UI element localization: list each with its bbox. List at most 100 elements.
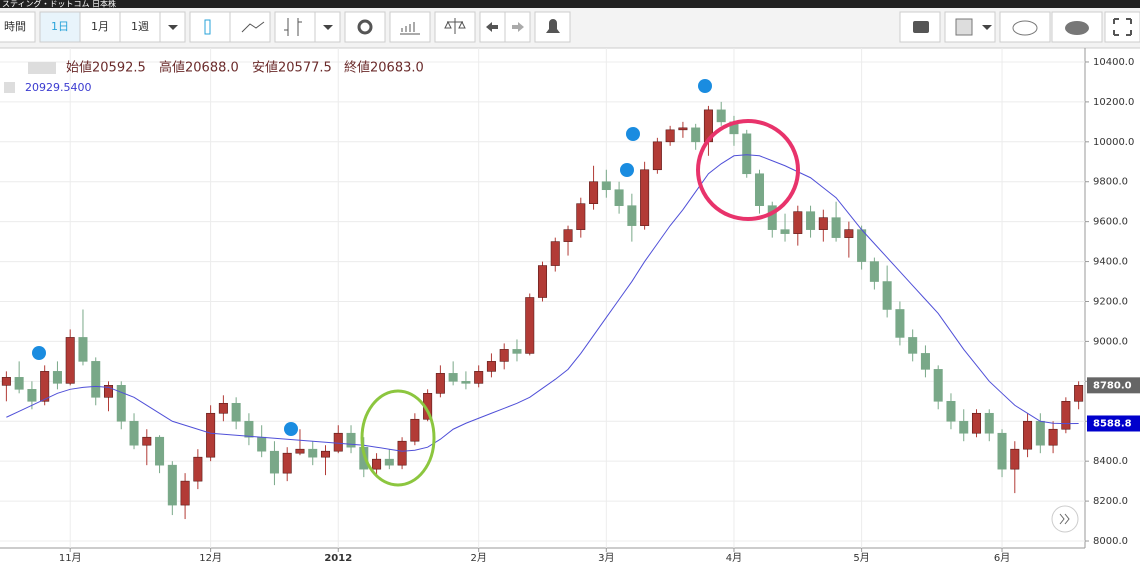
candle-body [908, 337, 918, 354]
icon [512, 22, 524, 32]
line-button[interactable] [229, 11, 271, 43]
p-marker[interactable] [698, 79, 712, 93]
candle-body [716, 109, 726, 123]
candle-body [129, 420, 139, 446]
candle-body [52, 371, 62, 384]
candle-body [665, 129, 675, 143]
icon [444, 18, 466, 34]
x-tick-label: 2月 [470, 552, 486, 564]
candle-body [410, 418, 420, 442]
candle-body [933, 369, 943, 402]
candle-body [448, 373, 458, 382]
caret [168, 25, 178, 30]
plot [0, 48, 1089, 552]
title-strip [0, 0, 1140, 8]
candle-body [691, 127, 701, 143]
candle-body [103, 385, 114, 398]
x-tick-label: 6月 [994, 552, 1010, 564]
settings-button[interactable] [344, 11, 386, 43]
candle-body [601, 181, 611, 191]
candle-body [512, 349, 522, 354]
y-tick-label: 9800.0 [1093, 177, 1128, 188]
candle-body [206, 412, 216, 458]
icon [546, 19, 560, 33]
p-marker[interactable] [626, 127, 640, 141]
candle-body [167, 464, 177, 506]
toolbar-buttons [0, 11, 1140, 43]
icon [486, 22, 498, 32]
y-tick-label: 10400.0 [1093, 57, 1134, 68]
candle-body [997, 432, 1007, 470]
candle-body [576, 203, 586, 230]
icon [913, 21, 929, 33]
candle-body [793, 211, 803, 234]
bar-button[interactable] [274, 11, 316, 43]
ohlc-info: 安値20577.5 [252, 60, 332, 76]
candle-body [474, 371, 484, 384]
candle-body [116, 385, 126, 422]
y-tick-label: 9000.0 [1093, 336, 1128, 347]
p-marker[interactable] [620, 163, 634, 177]
candle-body [831, 217, 841, 238]
icon [284, 18, 302, 36]
candle-body [844, 229, 854, 238]
candle-body [397, 440, 407, 466]
scroll-button[interactable] [1051, 505, 1079, 533]
button[interactable] [39, 11, 81, 43]
candle-body [857, 229, 867, 262]
candle-body [461, 381, 471, 384]
p-marker[interactable] [284, 422, 298, 436]
candle-body [193, 456, 203, 482]
candle-body [767, 205, 777, 230]
candle-body [320, 450, 331, 458]
y-tick-label: 8000.0 [1093, 536, 1128, 547]
undo-button[interactable] [479, 11, 506, 43]
candle-body [818, 217, 828, 230]
ma-info: 20929.5400 [25, 81, 91, 94]
candle-body [1048, 428, 1058, 446]
candle-body [1061, 400, 1071, 430]
x-tick-label: 3月 [598, 552, 614, 564]
x-tick-label: 2012 [324, 553, 352, 564]
candle-body [269, 450, 279, 474]
button-label: 時間 [4, 20, 26, 33]
candle-body [563, 229, 573, 242]
candle-body [257, 436, 267, 452]
download-button[interactable] [999, 11, 1051, 43]
y-tick-label: 9200.0 [1093, 296, 1128, 307]
y-tick-label: 10000.0 [1093, 137, 1134, 148]
x-tick-label: 11月 [59, 552, 82, 564]
candle-body [499, 349, 509, 362]
icon [204, 19, 211, 35]
candle-body [627, 205, 637, 226]
button[interactable] [79, 11, 121, 43]
candle-body [614, 189, 624, 206]
y-tick-label: 8200.0 [1093, 496, 1128, 507]
ohlc-info: 終値20683.0 [344, 60, 424, 76]
candle-body [525, 297, 535, 354]
x-tick-label: 4月 [726, 552, 742, 564]
candle-body [946, 400, 956, 422]
candle-body [984, 412, 994, 434]
y-tick-label: 9600.0 [1093, 217, 1128, 228]
redo-button[interactable] [504, 11, 531, 43]
y-tick-label: 8400.0 [1093, 456, 1128, 467]
button[interactable] [119, 11, 161, 43]
candle-body [1074, 385, 1084, 402]
candle-body [155, 436, 165, 466]
candle-body [40, 371, 50, 402]
candle-body [384, 458, 394, 466]
button[interactable] [0, 11, 36, 43]
candle-body [920, 353, 930, 370]
candle-body [142, 436, 152, 446]
p-marker[interactable] [32, 346, 46, 360]
candle-body [218, 402, 228, 414]
candle-body [78, 337, 88, 362]
candle-body [486, 361, 496, 372]
legend-icon [4, 82, 15, 93]
candle-body [869, 261, 879, 282]
annotations [32, 79, 1079, 533]
fullscreen-button[interactable] [1104, 11, 1140, 43]
candle-body [971, 412, 982, 434]
